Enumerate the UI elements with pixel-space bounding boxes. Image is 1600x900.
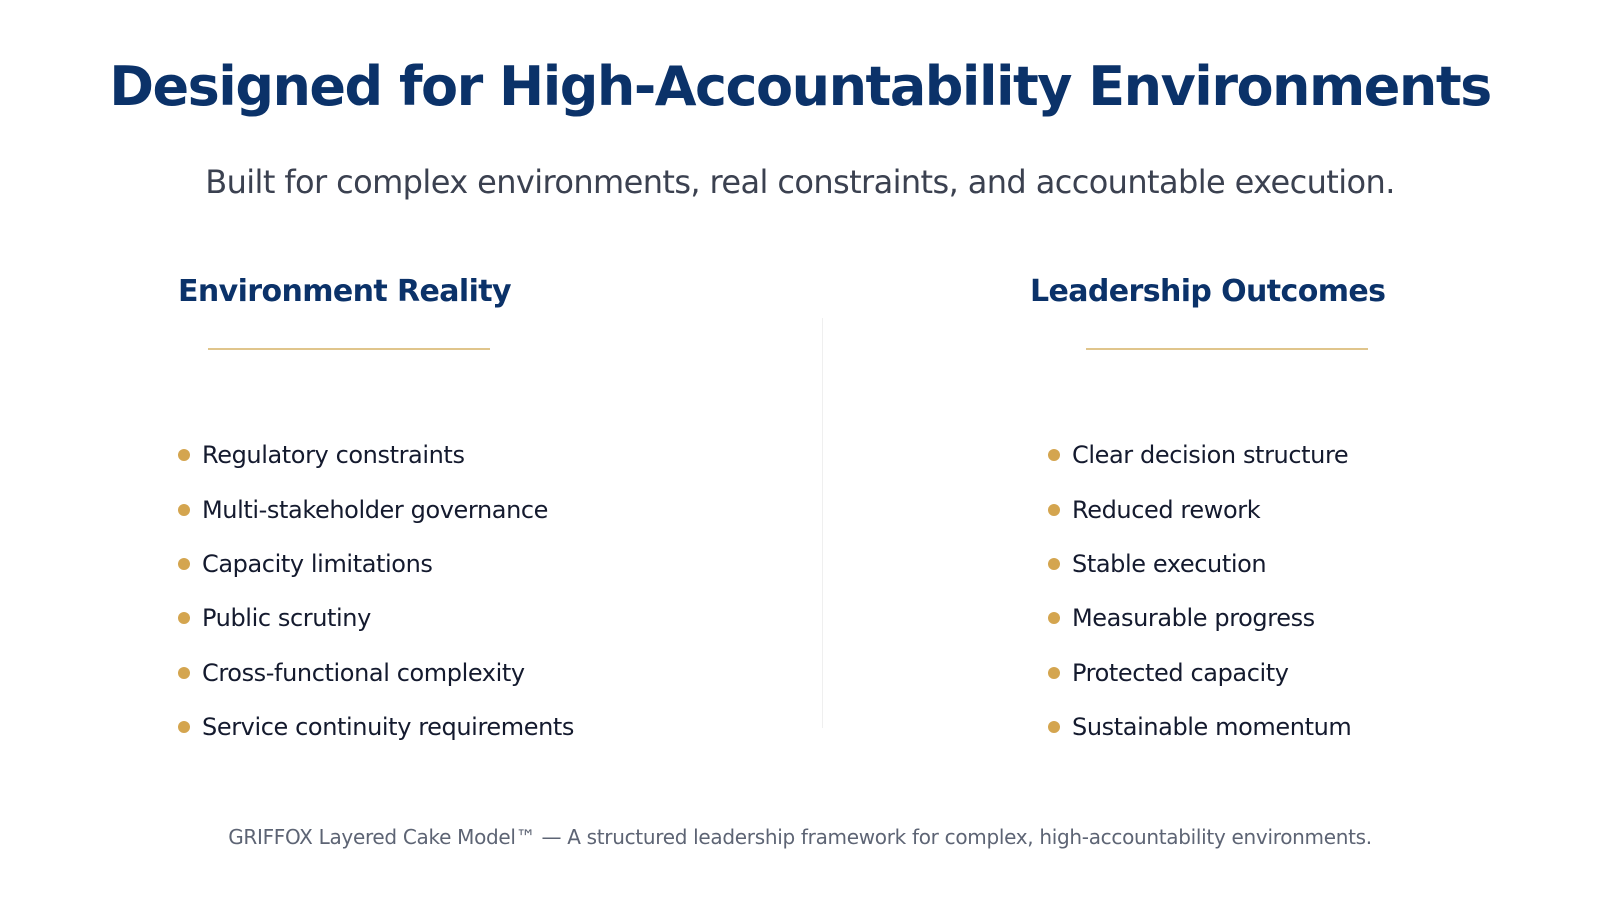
list-item: Cross-functional complexity <box>178 646 574 700</box>
gold-dot-bullet-icon <box>178 557 190 570</box>
column-divider <box>822 318 823 728</box>
slide-subtitle: Built for complex environments, real con… <box>205 163 1395 201</box>
list-item: Measurable progress <box>1048 591 1351 645</box>
leadership-outcomes-column: Leadership Outcomes Clear decision struc… <box>1030 270 1490 741</box>
list-item-text: Reduced rework <box>1072 495 1261 524</box>
list-item: Protected capacity <box>1048 646 1351 700</box>
gold-dot-bullet-icon <box>1048 666 1060 679</box>
heading-underline-rule <box>1086 348 1368 350</box>
list-item-text: Stable execution <box>1072 549 1267 578</box>
gold-dot-bullet-icon <box>1048 612 1060 625</box>
environment-reality-list: Regulatory constraints Multi-stakeholder… <box>178 428 574 754</box>
list-item: Regulatory constraints <box>178 428 574 482</box>
gold-dot-bullet-icon <box>1048 721 1060 734</box>
list-item: Stable execution <box>1048 537 1351 591</box>
column-heading-environment-reality: Environment Reality <box>178 274 512 309</box>
gold-dot-bullet-icon <box>178 666 190 679</box>
list-item: Reduced rework <box>1048 482 1351 536</box>
list-item: Sustainable momentum <box>1048 700 1352 754</box>
heading-underline-rule <box>208 348 490 350</box>
environment-reality-column: Environment Reality Regulatory constrain… <box>178 270 738 741</box>
gold-dot-bullet-icon <box>178 449 190 462</box>
list-item: Multi-stakeholder governance <box>178 482 574 536</box>
gold-dot-bullet-icon <box>178 612 190 625</box>
list-item-text: Cross-functional complexity <box>202 658 525 687</box>
list-item-text: Capacity limitations <box>202 549 433 578</box>
list-item-text: Multi-stakeholder governance <box>202 495 549 524</box>
slide-footer: GRIFFOX Layered Cake Model™ — A structur… <box>228 825 1372 849</box>
gold-dot-bullet-icon <box>178 503 190 516</box>
leadership-outcomes-list: Clear decision structure Reduced rework … <box>1048 428 1352 754</box>
list-item-text: Service continuity requirements <box>202 713 575 742</box>
list-item-text: Clear decision structure <box>1072 441 1349 470</box>
list-item-text: Sustainable momentum <box>1072 713 1352 742</box>
column-heading-leadership-outcomes: Leadership Outcomes <box>1030 274 1386 309</box>
gold-dot-bullet-icon <box>178 721 190 734</box>
list-item-text: Protected capacity <box>1072 658 1289 687</box>
list-item: Service continuity requirements <box>178 700 574 754</box>
list-item: Clear decision structure <box>1048 428 1351 482</box>
list-item-text: Public scrutiny <box>202 604 371 633</box>
list-item-text: Regulatory constraints <box>202 441 465 470</box>
slide-title: Designed for High-Accountability Environ… <box>109 55 1492 118</box>
list-item-text: Measurable progress <box>1072 604 1315 633</box>
gold-dot-bullet-icon <box>1048 557 1060 570</box>
list-item: Public scrutiny <box>178 591 574 645</box>
list-item: Capacity limitations <box>178 537 574 591</box>
gold-dot-bullet-icon <box>1048 449 1060 462</box>
gold-dot-bullet-icon <box>1048 503 1060 516</box>
